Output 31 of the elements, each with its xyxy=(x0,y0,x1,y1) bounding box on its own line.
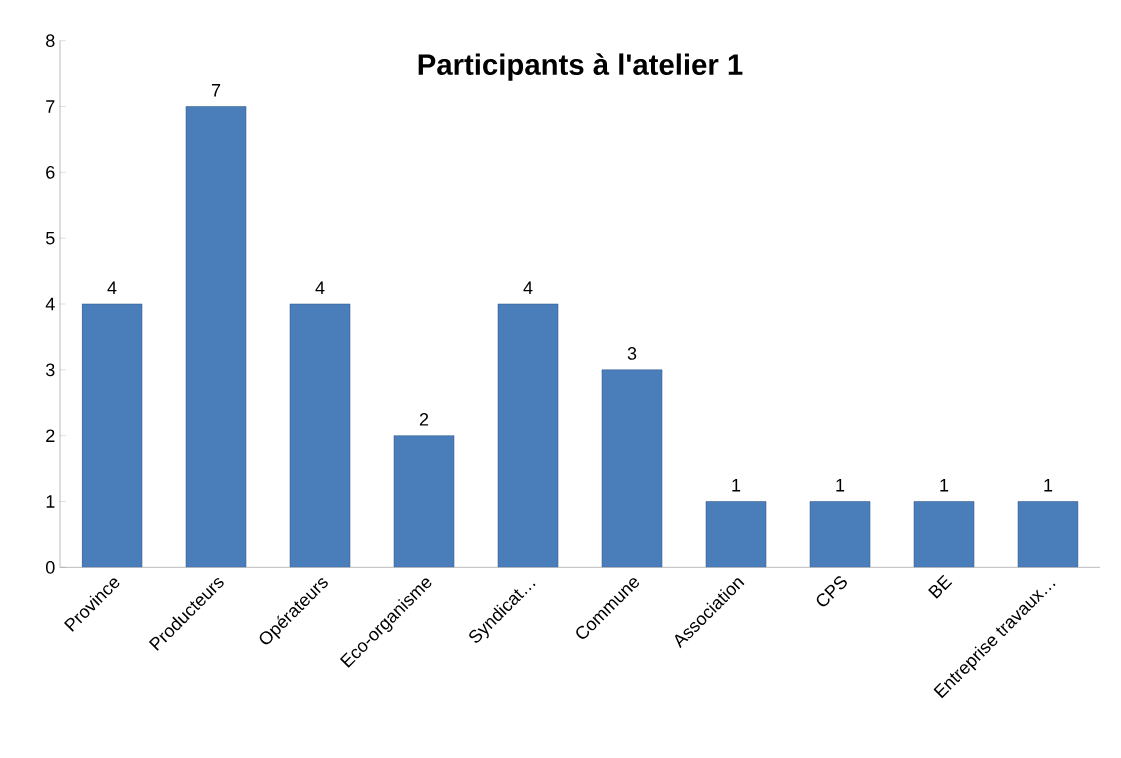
data-label: 4 xyxy=(523,281,533,294)
data-label: 1 xyxy=(940,479,949,492)
y-tick-label: 8 xyxy=(46,34,55,48)
data-label: 3 xyxy=(627,347,637,360)
y-tick-label: 2 xyxy=(46,429,55,442)
data-label: 1 xyxy=(1044,479,1053,492)
y-tick-label: 3 xyxy=(45,363,55,377)
y-tick-label: 6 xyxy=(46,165,55,179)
bar xyxy=(393,435,455,568)
data-label: 2 xyxy=(419,413,429,426)
y-tick-label: 1 xyxy=(46,495,55,508)
data-label: 1 xyxy=(836,479,845,492)
bar xyxy=(601,369,663,568)
bar xyxy=(1017,501,1079,568)
data-label: 4 xyxy=(315,281,325,294)
bar xyxy=(809,501,871,568)
bar xyxy=(81,303,143,568)
data-label: 1 xyxy=(732,479,741,492)
chart-title: Participants à l'atelier 1 xyxy=(418,53,743,81)
data-label: 7 xyxy=(211,84,221,97)
bar xyxy=(185,106,247,568)
y-tick-label: 0 xyxy=(45,560,55,574)
y-tick-label: 7 xyxy=(46,100,55,113)
bar xyxy=(913,501,975,568)
bar xyxy=(705,501,767,568)
y-tick-label: 5 xyxy=(45,231,55,245)
x-tick-label: BE xyxy=(928,574,953,599)
bar xyxy=(497,303,559,568)
y-tick-label: 4 xyxy=(45,297,55,311)
bar xyxy=(289,303,351,568)
data-label: 4 xyxy=(107,281,117,294)
